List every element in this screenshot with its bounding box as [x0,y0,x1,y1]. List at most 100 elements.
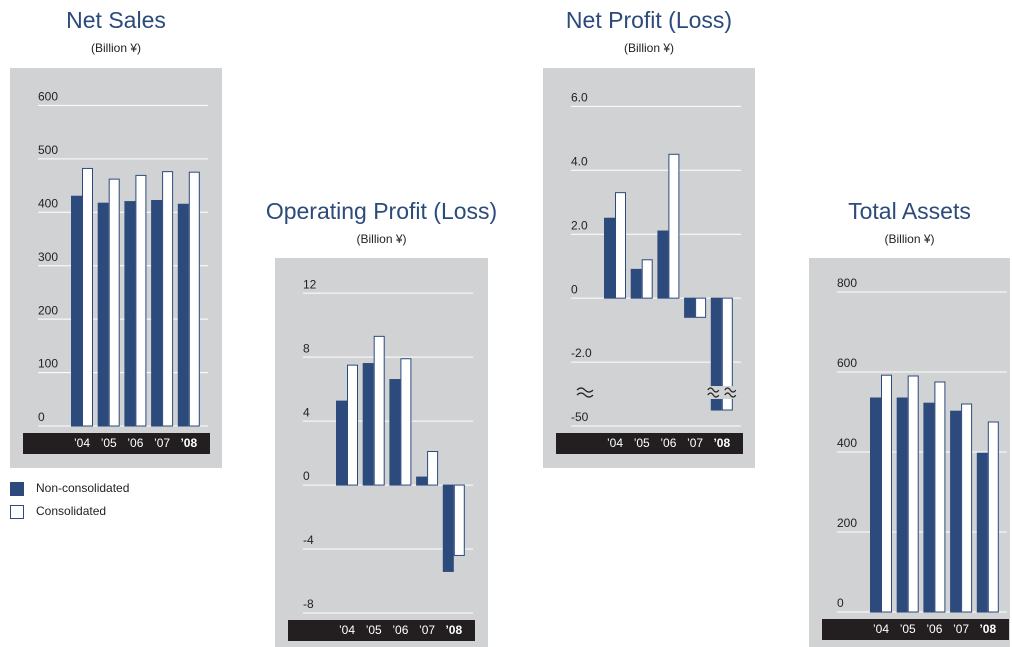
legend-swatch [10,505,24,519]
bar [961,403,973,613]
y-tick-label: 0 [38,410,45,424]
y-tick-label: -50 [571,410,589,424]
x-tick-label: ’04 [339,623,355,637]
y-tick-label: -4 [303,533,314,547]
bar [124,201,136,427]
y-tick-label: 200 [38,303,58,317]
bar [870,397,881,613]
bar [907,375,919,613]
bar [177,203,189,427]
x-tick-label: ’05 [634,436,650,450]
bar [453,484,465,556]
bar [82,167,93,427]
y-tick-label: 800 [837,276,857,290]
bar [950,410,962,613]
y-tick-label: 100 [38,357,58,371]
x-tick-label: ’05 [366,623,382,637]
bar [615,192,626,299]
axis-break [576,387,594,393]
x-tick-label: ’07 [687,436,703,450]
bar [896,397,908,613]
chart-subtitle: (Billion ¥) [624,41,674,55]
y-tick-label: 4.0 [571,154,588,168]
x-tick-label: ’06 [392,623,408,637]
axis-break [707,392,720,398]
x-tick-label: ’04 [74,436,90,450]
category-band [288,620,475,641]
x-tick-label: ’04 [873,622,889,636]
legend-label: Non-consolidated [36,481,129,495]
y-tick-label: 0 [303,469,310,483]
bar [427,450,439,486]
chart-subtitle: (Billion ¥) [884,232,934,246]
bar [710,297,722,411]
bar [373,335,385,486]
bar [695,297,707,318]
bar [442,484,454,572]
break-gap [708,386,735,400]
y-tick-label: 400 [837,436,857,450]
y-tick-label: 2.0 [571,218,588,232]
chart-title: Net Sales [66,7,166,33]
x-tick-label: ’06 [926,622,942,636]
bar [721,297,733,411]
category-band [822,619,1009,640]
x-tick-label: ’07 [953,622,969,636]
x-tick-label: ’05 [900,622,916,636]
bar [630,268,642,299]
bar [135,174,147,427]
bar [97,202,109,427]
bar [416,476,428,486]
axis-break [576,392,594,398]
x-tick-label: ’08 [979,622,996,636]
bar [923,402,935,613]
bar [336,400,347,486]
chart: Net Sales (Billion ¥) 0 100 200 300 400 500 600 ’… [10,7,222,519]
bar [151,200,163,427]
axis-break [724,387,737,393]
y-tick-label: 500 [38,143,58,157]
chart-subtitle: (Billion ¥) [91,41,141,55]
x-tick-label: ’08 [713,436,730,450]
chart-title: Operating Profit (Loss) [266,198,497,224]
bar [934,381,946,613]
x-tick-label: ’08 [180,436,197,450]
y-tick-label: -8 [303,597,314,611]
bar [162,171,174,427]
chart-title: Net Profit (Loss) [566,7,732,33]
bar [389,379,401,486]
axis-break [724,392,737,398]
bar [71,195,82,427]
chart-subtitle: (Billion ¥) [356,232,406,246]
y-tick-label: 200 [837,516,857,530]
legend-swatch [10,482,24,496]
bar [604,217,615,299]
y-tick-label: 0 [837,596,844,610]
bar [657,230,669,299]
y-tick-label: 600 [38,90,58,104]
bar [188,171,200,427]
legend-label: Consolidated [36,504,106,518]
chart: Net Profit (Loss) (Billion ¥) -50 -2.0 0 2.0 4… [543,7,755,468]
bar [400,358,412,486]
axis-break [707,387,720,393]
bar [668,153,680,299]
y-tick-label: 0 [571,282,578,296]
bar [108,178,120,427]
x-tick-label: ’05 [101,436,117,450]
y-tick-label: 300 [38,250,58,264]
y-tick-label: 8 [303,341,310,355]
chart: Operating Profit (Loss) (Billion ¥) -8 -4 0 4… [266,198,497,647]
y-tick-label: 4 [303,405,310,419]
y-tick-label: -2.0 [571,346,592,360]
x-tick-label: ’06 [660,436,676,450]
x-tick-label: ’07 [154,436,170,450]
bar [641,259,653,299]
chart: Total Assets (Billion ¥) 0 200 400 600 800 ’04 ’… [809,198,1010,647]
x-tick-label: ’07 [419,623,435,637]
y-tick-label: 600 [837,356,857,370]
category-band [556,433,743,454]
y-tick-label: 400 [38,196,58,210]
category-band [23,433,210,454]
